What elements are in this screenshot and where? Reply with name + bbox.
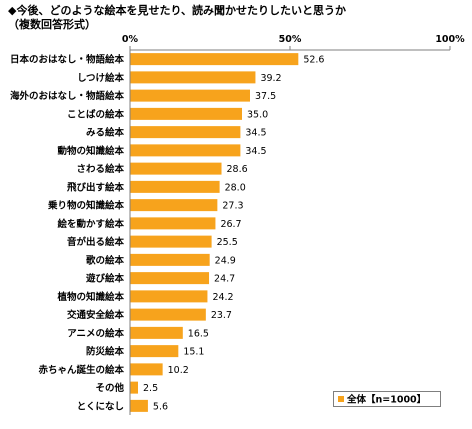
data-label: 26.7 — [220, 219, 241, 230]
category-label: 遊び絵本 — [86, 273, 125, 285]
data-label: 28.0 — [225, 182, 246, 193]
data-label: 52.6 — [303, 55, 324, 66]
category-labels: 日本のおはなし・物語絵本しつけ絵本海外のおはなし・物語絵本ことばの絵本みる絵本動… — [10, 54, 125, 413]
bar — [130, 272, 210, 285]
bar — [130, 235, 212, 248]
category-label: アニメの絵本 — [67, 327, 124, 339]
category-label: 音が出る絵本 — [67, 236, 125, 248]
category-label: 乗り物の知識絵本 — [48, 200, 125, 212]
data-labels: 52.6 39.2 37.5 35.0 34.5 34.5 28.6 28.0 27.3 26.7… — [143, 55, 324, 413]
category-label: さわる絵本 — [76, 163, 124, 175]
data-label: 34.5 — [245, 128, 266, 139]
category-label: みる絵本 — [86, 127, 125, 139]
bar — [130, 308, 206, 321]
bar — [130, 199, 218, 212]
data-label: 39.2 — [260, 73, 281, 84]
category-label: 交通安全絵本 — [67, 309, 125, 321]
category-label: しつけ絵本 — [77, 72, 124, 84]
bar — [130, 217, 216, 230]
x-tick-label: 100% — [435, 34, 465, 45]
data-label: 10.2 — [168, 365, 189, 376]
x-axis-ticks: 0% 50% 100% — [122, 34, 465, 50]
chart-title: ◆今後、どのような絵本を見せたり、読み聞かせたりしたいと思うか — [8, 3, 346, 17]
data-label: 35.0 — [247, 109, 268, 120]
bar — [130, 53, 299, 66]
data-label: 37.5 — [255, 91, 276, 102]
bar-series — [130, 53, 299, 412]
bar — [130, 345, 179, 358]
bar — [130, 71, 256, 84]
bar — [130, 162, 222, 175]
bar — [130, 107, 242, 120]
bar — [130, 363, 163, 376]
data-label: 23.7 — [211, 310, 232, 321]
category-label: 植物の知識絵本 — [56, 291, 124, 303]
bar — [130, 126, 241, 139]
x-tick-label: 50% — [279, 34, 302, 45]
data-label: 24.7 — [214, 274, 235, 285]
category-label: 絵を動かす絵本 — [57, 218, 124, 230]
category-label: 日本のおはなし・物語絵本 — [10, 54, 125, 66]
category-label: 飛び出す絵本 — [66, 181, 125, 193]
legend-label: 全体【n=1000】 — [346, 394, 426, 406]
legend-box — [333, 391, 441, 407]
bar — [130, 89, 250, 102]
category-label: ことばの絵本 — [67, 108, 125, 120]
axes — [129, 49, 450, 415]
x-tick-label: 0% — [122, 34, 139, 45]
bar — [130, 399, 148, 412]
category-label: その他 — [95, 382, 124, 394]
bar — [130, 253, 210, 266]
bar — [130, 180, 220, 193]
data-label: 5.6 — [153, 401, 168, 412]
category-label: とくになし — [77, 401, 124, 412]
category-label: 歌の絵本 — [86, 254, 125, 266]
data-label: 25.5 — [217, 237, 238, 248]
bar — [130, 144, 241, 157]
data-label: 15.1 — [183, 347, 204, 358]
chart-subtitle: （複数回答形式） — [8, 17, 96, 31]
data-label: 24.9 — [215, 255, 236, 266]
bar — [130, 326, 183, 339]
data-label: 2.5 — [143, 383, 158, 394]
data-label: 27.3 — [222, 201, 243, 212]
legend: 全体【n=1000】 — [333, 391, 441, 407]
category-label: 赤ちゃん誕生の絵本 — [38, 364, 124, 376]
data-label: 34.5 — [245, 146, 266, 157]
category-label: 海外のおはなし・物語絵本 — [10, 90, 125, 102]
bar — [130, 381, 138, 394]
category-label: 防災絵本 — [86, 346, 125, 358]
legend-marker — [338, 396, 344, 402]
data-label: 16.5 — [188, 328, 209, 339]
category-label: 動物の知識絵本 — [57, 145, 124, 157]
bar — [130, 290, 208, 303]
data-label: 28.6 — [227, 164, 248, 175]
data-label: 24.2 — [212, 292, 233, 303]
